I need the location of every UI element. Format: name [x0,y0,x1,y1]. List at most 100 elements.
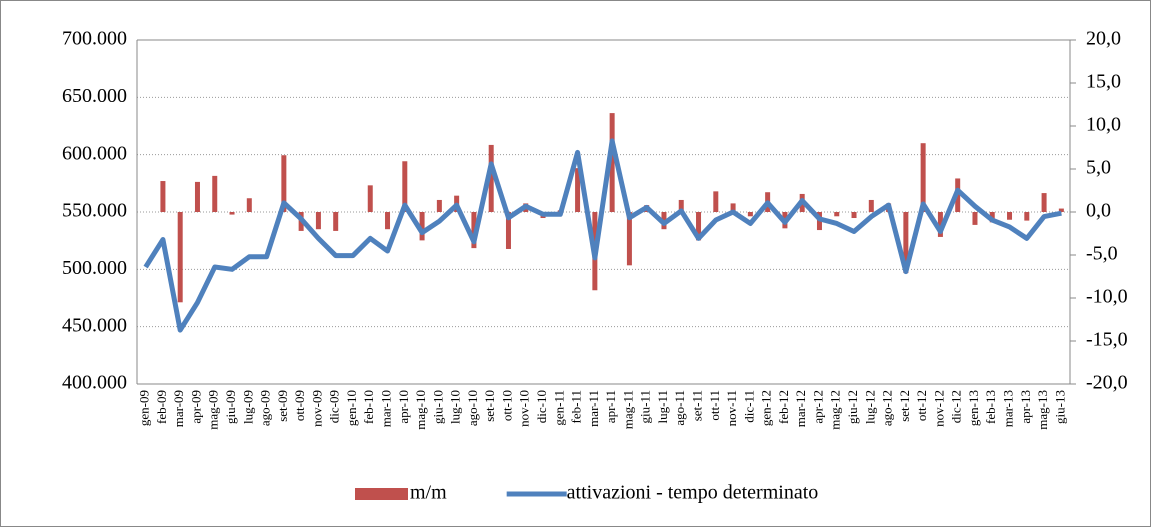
legend-swatch [355,488,408,500]
y2-tick-label: -5,0 [1086,243,1118,265]
bar [851,212,857,219]
legend-label: m/m [410,482,447,504]
x-tick-label: feb-09 [154,390,169,424]
bar [385,212,391,230]
y-tick-label: 400.000 [62,372,127,394]
bar [488,144,494,212]
x-tick-label: ott-12 [914,390,929,421]
y2-tick-label: -15,0 [1086,329,1128,351]
x-tick-label: mag-13 [1035,390,1050,430]
x-tick-label: lug-12 [862,390,877,424]
bar [678,199,684,212]
x-tick-label: ott-10 [499,390,514,421]
x-tick-label: dic-09 [327,390,342,423]
x-tick-label: ago-09 [258,390,273,426]
x-tick-label: lug-10 [448,390,463,424]
x-tick-label: mar-11 [586,390,601,427]
y-tick-label: 650.000 [62,85,127,107]
bar [609,113,615,212]
y2-tick-label: -20,0 [1086,372,1128,394]
bar [367,185,373,212]
x-tick-label: nov-11 [724,390,739,426]
bar [937,212,943,237]
x-tick-label: giu-11 [638,390,653,423]
y2-tick-label: 0,0 [1086,200,1111,222]
x-tick-label: feb-11 [569,390,584,423]
y-tick-label: 450.000 [62,314,127,336]
x-tick-label: ago-11 [672,390,687,426]
x-tick-label: giu-10 [430,390,445,424]
bar [471,212,477,249]
bar [575,168,581,212]
bar [194,181,200,212]
bar [246,198,252,212]
bar [747,212,753,217]
x-tick-label: mar-10 [379,390,394,427]
bar [160,181,166,212]
x-tick-label: apr-09 [188,390,203,424]
x-tick-label: giu-13 [1052,390,1067,424]
x-tick-label: nov-10 [517,390,532,427]
x-tick-label: set-12 [897,390,912,422]
bar [1041,193,1047,212]
bar [1024,212,1030,221]
bar [281,155,287,212]
x-tick-label: apr-11 [603,390,618,423]
x-tick-label: gen-11 [551,390,566,426]
x-tick-label: ott-11 [707,390,722,421]
x-tick-label: lug-11 [655,390,670,423]
x-tick-label: feb-12 [776,390,791,424]
x-tick-label: feb-13 [983,390,998,424]
x-tick-label: nov-12 [931,390,946,427]
y-tick-label: 600.000 [62,142,127,164]
x-tick-label: gen-10 [344,390,359,426]
y-tick-label: 550.000 [62,200,127,222]
x-tick-label: apr-10 [396,390,411,424]
x-tick-label: gen-09 [137,390,152,426]
x-tick-label: feb-10 [361,390,376,424]
bar [696,212,702,241]
x-tick-label: mag-09 [206,390,221,430]
x-tick-label: giu-12 [845,390,860,424]
bar [419,212,425,241]
x-tick-label: apr-12 [810,390,825,424]
x-tick-label: mar-13 [1001,390,1016,427]
y-tick-label: 700.000 [62,28,127,50]
x-tick-label: lug-09 [240,390,255,424]
x-tick-label: gen-13 [966,390,981,426]
y2-tick-label: 15,0 [1086,71,1121,93]
bar [402,161,408,212]
x-tick-label: mag-11 [620,390,635,429]
x-tick-label: apr-13 [1018,390,1033,424]
x-tick-label: giu-09 [223,390,238,424]
y2-tick-label: -10,0 [1086,286,1128,308]
bar [868,199,874,212]
bar [713,191,719,212]
bar [834,212,840,217]
x-tick-label: mag-12 [828,390,843,430]
x-tick-label: set-10 [482,390,497,422]
bar [1058,208,1064,212]
bar [972,212,978,225]
bar [903,212,909,274]
x-tick-label: mag-10 [413,390,428,430]
x-tick-label: mar-09 [171,390,186,427]
bar [920,143,926,212]
y-tick-label: 500.000 [62,257,127,279]
bar [436,199,442,212]
x-tick-label: gen-12 [759,390,774,426]
x-tick-label: ago-12 [880,390,895,426]
bar [229,212,235,215]
x-tick-label: set-11 [690,390,705,421]
line [143,138,1062,333]
x-tick-label: dic-12 [949,390,964,423]
x-tick-label: mar-12 [793,390,808,427]
y2-tick-label: 10,0 [1086,114,1121,136]
x-tick-label: ago-10 [465,390,480,426]
bar [1007,212,1013,220]
bar [730,203,736,212]
bar [212,175,218,212]
bar [177,212,183,303]
